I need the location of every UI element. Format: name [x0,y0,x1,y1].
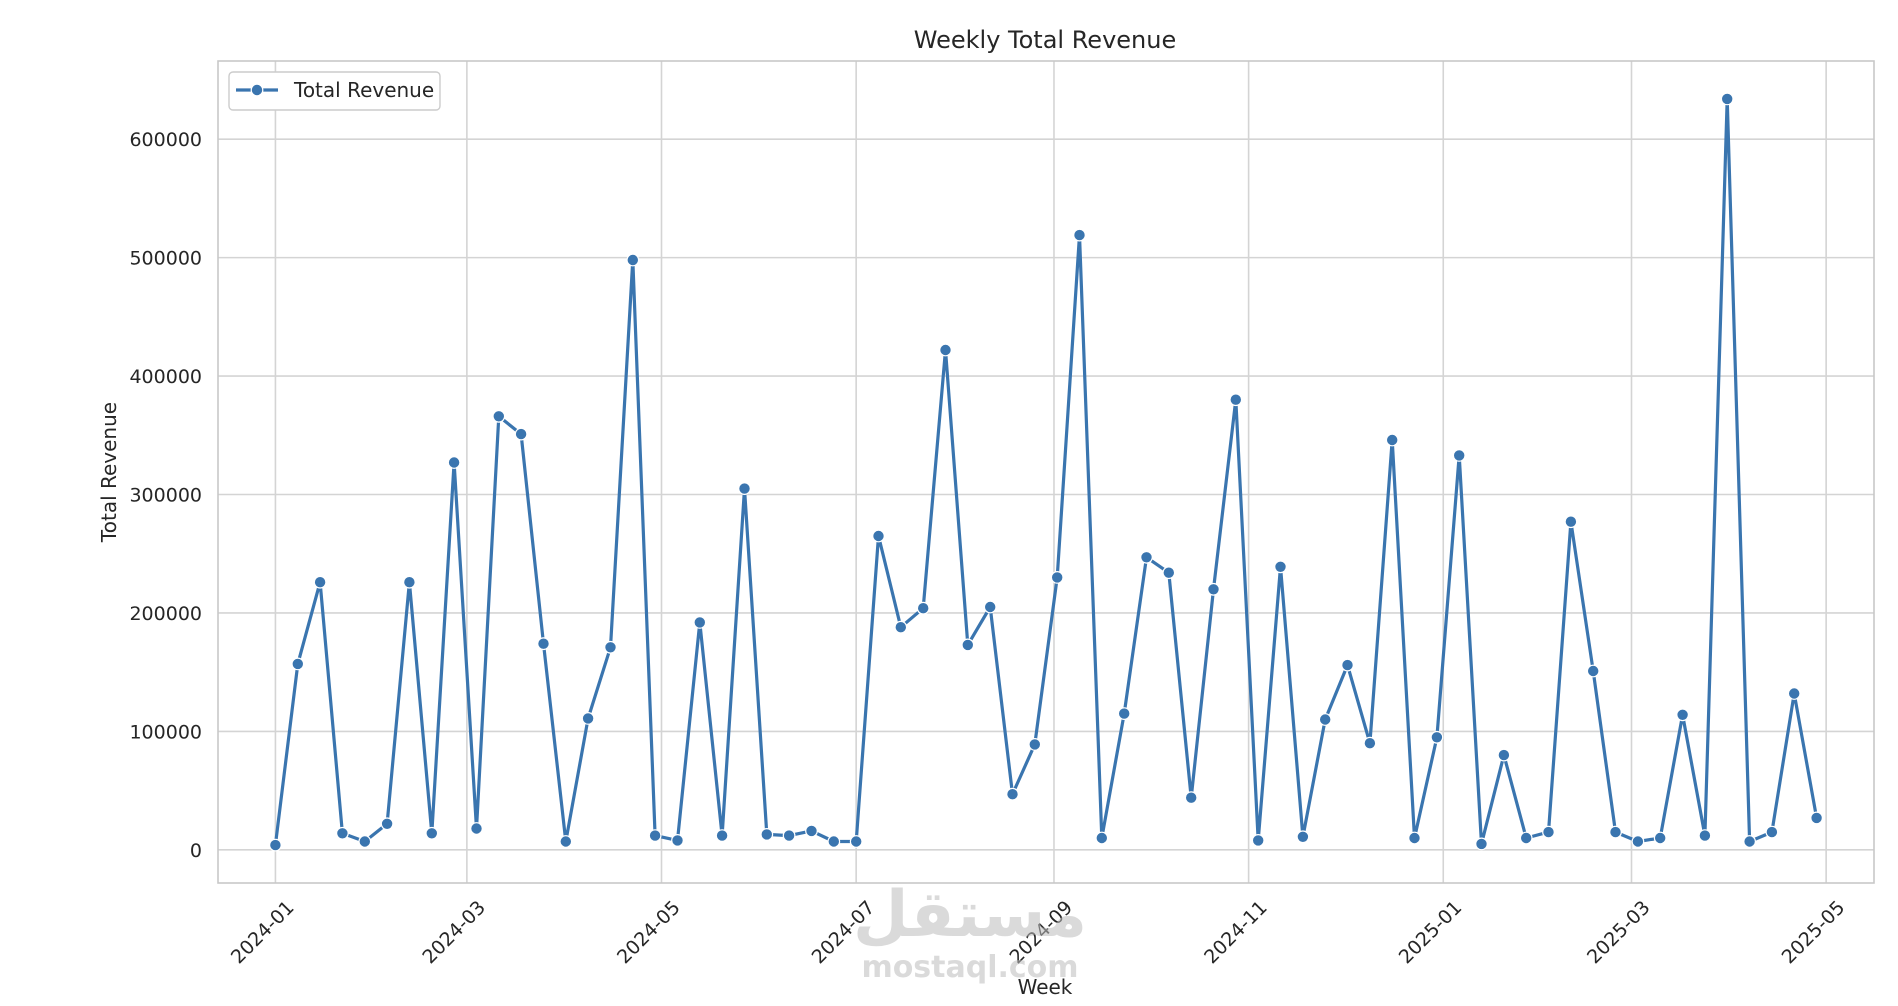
legend-box [228,71,441,111]
data-point [1810,811,1823,825]
data-point [492,409,506,423]
data-point [1073,228,1086,242]
y-axis-label: Total Revenue [97,402,121,543]
data-point [1274,560,1287,574]
x-tick-label: 2024-11 [1200,897,1272,969]
data-point [827,835,841,848]
y-tick-label: 100000 [129,721,202,743]
data-point [1787,687,1801,700]
data-point [983,600,997,614]
data-point [1341,658,1354,672]
x-tick-label: 2024-01 [227,897,299,969]
data-point [1542,825,1555,839]
data-point [671,834,684,847]
data-point [1184,791,1198,805]
data-point [1497,748,1511,762]
data-point [358,835,372,848]
data-point [581,712,595,725]
data-point [1586,664,1600,678]
grid [218,61,1874,883]
y-tick-label: 600000 [129,129,202,151]
legend-swatch-marker [250,83,264,97]
data-point [1720,92,1734,106]
data-point [1408,831,1421,845]
x-tick-label: 2024-05 [613,897,685,969]
data-point [403,575,416,589]
data-point [1006,787,1019,801]
data-point [1117,707,1131,720]
data-point [537,637,550,651]
data-point [894,620,908,634]
legend-label: Total Revenue [293,78,434,102]
data-point [738,482,751,496]
data-point [1698,829,1712,842]
series-layer [269,92,1823,852]
data-point [514,427,528,441]
data-point [715,829,729,842]
data-point [1385,433,1399,447]
data-point [626,253,640,267]
data-point [559,835,573,848]
data-point [1251,834,1265,847]
data-point [1207,582,1220,596]
data-point [1095,831,1109,845]
data-point [1765,825,1779,839]
data-point [1318,713,1332,726]
data-point [1519,831,1533,845]
x-axis-label: Week [1018,975,1073,999]
data-point [1676,708,1689,722]
data-point [313,575,327,589]
data-point [693,616,707,629]
data-point [1363,736,1377,750]
data-point [447,456,461,469]
x-tick-label: 2025-05 [1778,897,1850,969]
data-point [1296,830,1310,844]
data-point [1430,730,1444,744]
data-point [336,826,349,840]
x-tick-label: 2024-07 [808,897,880,969]
data-point [961,638,975,652]
data-point [939,343,952,357]
data-point [782,829,796,842]
chart-title: Weekly Total Revenue [914,26,1176,54]
data-point [1028,738,1042,751]
y-tick-label: 0 [190,840,202,862]
data-point [291,657,305,671]
tick-labels: 0 100000 200000 300000 400000 500000 600000 202… [129,129,1849,968]
data-point [1229,393,1243,407]
data-point [269,838,282,852]
data-point [849,835,863,848]
series-line [273,97,1819,847]
data-point [470,822,483,835]
data-point [425,826,439,840]
data-point [760,828,774,841]
data-point [872,529,885,543]
x-tick-label: 2024-09 [1005,897,1077,969]
data-point [1050,571,1064,584]
data-point [1162,566,1176,580]
data-point [604,640,617,654]
data-point [1452,449,1466,462]
legend: Total Revenue [228,71,441,111]
data-point [916,601,930,615]
data-point [1631,835,1645,848]
data-point [1653,831,1667,845]
x-tick-label: 2025-03 [1583,897,1655,969]
y-tick-label: 400000 [129,366,202,388]
data-point [805,824,818,838]
data-point [1743,835,1756,848]
data-point [648,829,662,842]
x-tick-label: 2025-01 [1395,897,1467,969]
x-tick-label: 2024-03 [418,897,490,969]
y-tick-label: 300000 [129,485,202,507]
y-tick-label: 200000 [129,603,202,625]
plot-frame [217,60,1875,884]
data-point [1564,515,1578,529]
data-point [380,817,394,831]
y-tick-label: 500000 [129,248,202,270]
data-point [1140,550,1153,564]
data-point [1475,837,1488,851]
data-point [1609,825,1622,839]
